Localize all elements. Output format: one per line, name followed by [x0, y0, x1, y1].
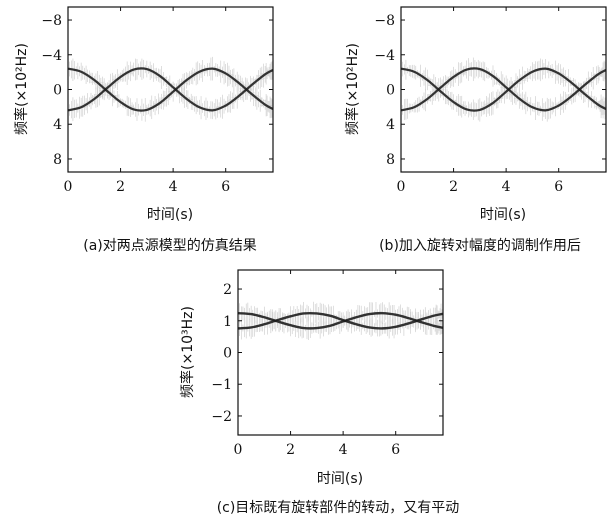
series-line-1	[401, 67, 606, 112]
x-tick-label: 6	[391, 442, 400, 458]
panel-c-ticks: 0 2 4 6 2 1 0 −1 −2	[211, 270, 443, 458]
y-tick-label: −2	[211, 409, 232, 425]
panel-a-ticks: 0 2 4 6 −8 −4 0 4 8	[41, 7, 273, 195]
y-tick-label: 8	[386, 152, 395, 168]
y-tick-label: 1	[223, 314, 232, 330]
panel-b-series	[401, 67, 606, 112]
panel-c-caption: (c)目标既有旋转部件的转动，又有平动	[217, 500, 460, 516]
panel-a-series	[68, 67, 273, 112]
y-tick-label: −4	[41, 48, 62, 64]
panel-b-ticks: 0 2 4 6 −8 −4 0 4 8	[374, 7, 606, 195]
y-tick-label: 0	[223, 346, 232, 362]
y-tick-label: −4	[374, 48, 395, 64]
x-tick-label: 6	[554, 179, 563, 195]
y-tick-label: −1	[211, 377, 232, 393]
panel-c-series	[238, 311, 443, 330]
x-tick-label: 2	[449, 179, 458, 195]
panel-c-ylabel: 频率(×10³Hz)	[179, 306, 196, 398]
y-tick-label: 2	[223, 282, 232, 298]
y-tick-label: 4	[386, 117, 395, 133]
series-line-1	[68, 67, 273, 112]
y-tick-label: 8	[53, 152, 62, 168]
x-tick-label: 0	[64, 179, 73, 195]
x-tick-label: 4	[502, 179, 511, 195]
x-tick-label: 0	[397, 179, 406, 195]
panel-c-frame	[237, 269, 444, 436]
x-tick-label: 4	[169, 179, 178, 195]
x-tick-label: 4	[339, 442, 348, 458]
x-tick-label: 6	[221, 179, 230, 195]
panel-c-xlabel: 时间(s)	[317, 471, 363, 487]
x-tick-label: 2	[116, 179, 125, 195]
y-tick-label: 0	[386, 83, 395, 99]
panel-b-xlabel: 时间(s)	[480, 207, 526, 223]
panel-c: 0 2 4 6 2 1 0 −1 −2 时间(s) 频率(×10³Hz) (c)目标既有旋转部件…	[179, 269, 460, 516]
panel-b-noise	[401, 57, 606, 122]
panel-a: 0 2 4 6 −8 −4 0 4 8 时间(s) 频率(×10²Hz) (a)对两点源模型的仿…	[13, 6, 274, 254]
panel-a-xlabel: 时间(s)	[147, 207, 193, 223]
series-line-2	[401, 67, 606, 112]
panel-a-ylabel: 频率(×10²Hz)	[13, 43, 30, 135]
y-tick-label: 0	[53, 83, 62, 99]
panel-b-caption: (b)加入旋转对幅度的调制作用后	[379, 238, 581, 254]
x-tick-label: 0	[234, 442, 243, 458]
panel-b: 0 2 4 6 −8 −4 0 4 8 时间(s) 频率(×10²Hz) (b)加入旋转对幅度的…	[344, 6, 607, 254]
y-tick-label: −8	[41, 13, 62, 29]
panel-b-ylabel: 频率(×10²Hz)	[344, 43, 361, 135]
series-line-2	[68, 67, 273, 112]
series-line-2	[238, 311, 443, 330]
y-tick-label: 4	[53, 117, 62, 133]
y-tick-label: −8	[374, 13, 395, 29]
x-tick-label: 2	[286, 442, 295, 458]
panel-a-caption: (a)对两点源模型的仿真结果	[83, 238, 257, 254]
